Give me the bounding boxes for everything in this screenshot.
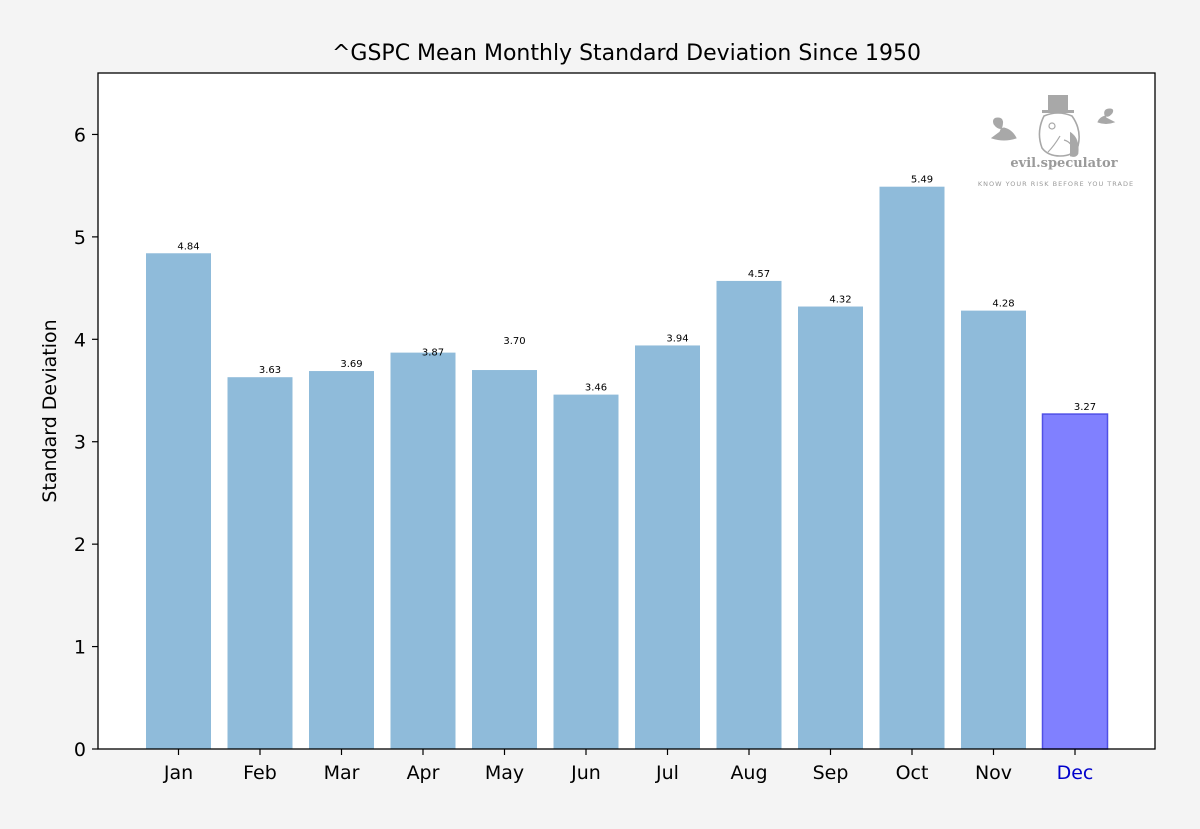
bar-may <box>472 370 537 749</box>
data-label-mar: 3.69 <box>340 359 362 370</box>
y-tick-label: 3 <box>74 432 86 454</box>
x-tick-label-jun: Jun <box>570 762 601 784</box>
x-axis-ticks: Jan Feb Mar Apr May Jun Jul Aug Sep Oct Nov Dec <box>163 749 1094 784</box>
bar-jul <box>635 345 700 749</box>
bar-nov <box>961 310 1026 749</box>
y-axis-label: Standard Deviation <box>39 319 61 502</box>
y-tick-label: 2 <box>74 534 86 556</box>
data-label-jul: 3.94 <box>666 333 688 344</box>
data-labels: 4.84 3.63 3.69 3.87 3.70 3.46 3.94 4.57 4.32 5.49… <box>177 175 1096 413</box>
x-tick-label-jul: Jul <box>655 762 679 784</box>
data-label-dec: 3.27 <box>1074 402 1096 413</box>
x-tick-label-mar: Mar <box>324 762 360 784</box>
y-tick-label: 6 <box>74 124 86 146</box>
data-label-may: 3.70 <box>503 336 525 347</box>
x-tick-label-dec: Dec <box>1057 762 1094 784</box>
x-tick-label-may: May <box>485 762 524 784</box>
bar-sep <box>798 306 863 749</box>
data-label-nov: 4.28 <box>992 299 1014 310</box>
x-tick-label-oct: Oct <box>896 762 929 784</box>
y-tick-label: 1 <box>74 637 86 659</box>
y-axis-ticks: 0 1 2 3 4 5 6 <box>74 124 98 761</box>
y-tick-label: 5 <box>74 227 86 249</box>
data-label-sep: 4.32 <box>829 295 851 306</box>
bar-jun <box>553 394 619 749</box>
x-tick-label-sep: Sep <box>813 762 849 784</box>
x-tick-label-nov: Nov <box>975 762 1012 784</box>
bar-feb <box>227 377 293 749</box>
bar-dec <box>1041 413 1109 750</box>
bar-mar <box>309 371 374 749</box>
watermark-logo: evil.speculator KNOW YOUR RISK BEFORE YO… <box>978 95 1134 188</box>
data-label-feb: 3.63 <box>259 365 281 376</box>
axes-layer <box>97 72 1156 750</box>
watermark-tagline: KNOW YOUR RISK BEFORE YOU TRADE <box>978 180 1134 188</box>
x-tick-label-jan: Jan <box>163 762 193 784</box>
data-label-aug: 4.57 <box>748 269 770 280</box>
bars-layer <box>146 186 1109 750</box>
data-label-oct: 5.49 <box>911 175 933 186</box>
data-label-jun: 3.46 <box>585 383 607 394</box>
bar-jan <box>146 253 211 749</box>
data-label-jan: 4.84 <box>177 241 199 252</box>
y-tick-label: 0 <box>74 739 86 761</box>
chart-title: ^GSPC Mean Monthly Standard Deviation Si… <box>332 41 921 66</box>
top-hat-speculator-logo-icon <box>990 95 1116 157</box>
axes-frame <box>97 72 1156 750</box>
watermark-brand: evil.speculator <box>1010 156 1117 171</box>
x-tick-label-apr: Apr <box>407 762 440 784</box>
data-label-apr: 3.87 <box>422 348 444 359</box>
x-tick-label-aug: Aug <box>730 762 767 784</box>
bar-aug <box>716 280 782 749</box>
y-tick-label: 4 <box>74 329 86 351</box>
bar-apr <box>390 352 456 749</box>
bar-oct <box>879 186 945 749</box>
x-tick-label-feb: Feb <box>243 762 277 784</box>
